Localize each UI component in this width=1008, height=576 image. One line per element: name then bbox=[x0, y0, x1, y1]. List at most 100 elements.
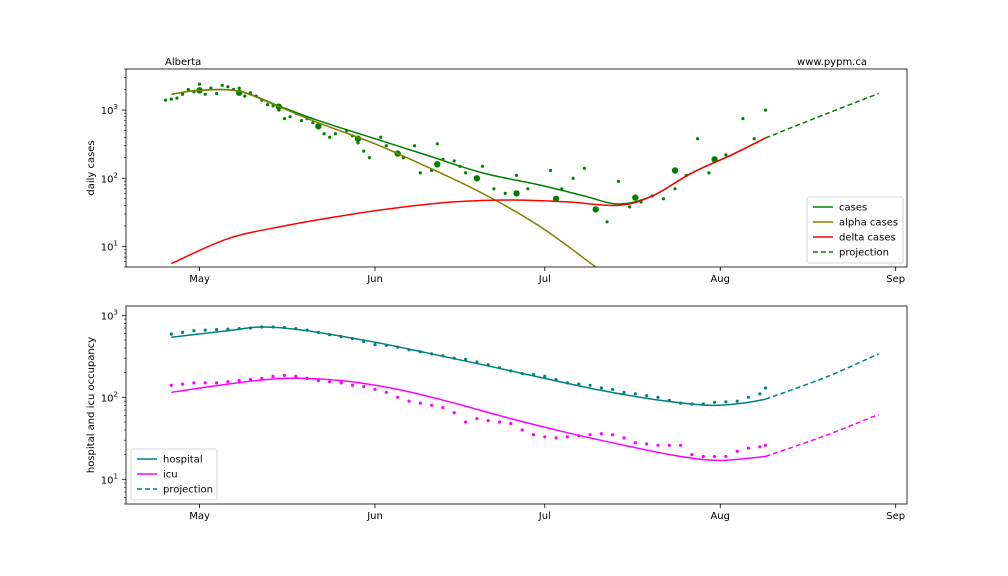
icu-point bbox=[690, 453, 694, 457]
icu-point bbox=[543, 435, 547, 439]
weekly-case-point bbox=[434, 161, 441, 168]
daily-case-point bbox=[384, 144, 388, 148]
legend-box bbox=[806, 196, 904, 264]
legend-label: delta cases bbox=[839, 233, 896, 244]
daily-case-point bbox=[605, 220, 609, 224]
icu-point bbox=[531, 433, 536, 437]
legend-label: projection bbox=[839, 248, 889, 259]
daily-case-point bbox=[282, 117, 287, 121]
daily-case-point bbox=[413, 144, 417, 148]
hospital-point bbox=[713, 400, 717, 404]
daily-case-point bbox=[203, 92, 207, 96]
x-tick-label: Jun bbox=[366, 274, 383, 285]
y-axis-label: daily cases bbox=[86, 140, 97, 195]
daily-case-point bbox=[265, 103, 270, 107]
icu-point bbox=[656, 443, 660, 447]
hospital-point bbox=[611, 387, 615, 391]
legend-label: alpha cases bbox=[839, 218, 898, 229]
series-line-projection bbox=[765, 353, 879, 400]
y-axis-label: hospital and icu occupancy bbox=[86, 337, 97, 473]
hospital-point bbox=[656, 395, 660, 399]
y-tick-label: 103 bbox=[101, 308, 118, 322]
daily-case-point bbox=[226, 85, 230, 89]
daily-case-point bbox=[379, 135, 383, 139]
daily-case-point bbox=[548, 168, 553, 173]
icu-point bbox=[441, 406, 445, 410]
weekly-case-point bbox=[513, 190, 520, 197]
daily-case-point bbox=[763, 108, 768, 112]
daily-case-point bbox=[628, 205, 632, 209]
icu-point bbox=[418, 401, 422, 405]
icu-point bbox=[464, 420, 468, 424]
y-tick-label: 103 bbox=[101, 103, 118, 117]
icu-point bbox=[554, 436, 558, 440]
daily-case-point bbox=[492, 187, 496, 191]
daily-case-point bbox=[696, 137, 700, 141]
hospital-point bbox=[746, 395, 751, 399]
icu-point bbox=[260, 376, 264, 380]
icu-point bbox=[599, 432, 604, 436]
icu-point bbox=[645, 442, 649, 446]
y-tick-label: 102 bbox=[101, 171, 118, 185]
icu-point bbox=[622, 436, 626, 440]
y-tick-label: 102 bbox=[101, 390, 118, 404]
daily-case-point bbox=[356, 141, 360, 145]
daily-case-point bbox=[526, 187, 530, 191]
daily-case-point bbox=[582, 166, 587, 170]
daily-case-point bbox=[186, 87, 190, 92]
hospital-point bbox=[215, 328, 219, 332]
x-tick-label: Sep bbox=[886, 511, 905, 522]
weekly-case-point bbox=[315, 123, 322, 130]
daily-case-point bbox=[616, 179, 621, 183]
weekly-case-point bbox=[711, 156, 718, 163]
x-tick-label: Aug bbox=[710, 511, 730, 522]
hospital-point bbox=[169, 332, 173, 336]
x-tick-label: Sep bbox=[886, 274, 905, 285]
legend: cases alpha cases delta cases projection bbox=[806, 196, 904, 264]
icu-point bbox=[701, 454, 705, 459]
x-tick-label: Jul bbox=[538, 511, 551, 522]
icu-point bbox=[192, 381, 196, 385]
series-line-hospital bbox=[171, 326, 766, 407]
hospital-point bbox=[577, 382, 581, 386]
hospital-point bbox=[633, 392, 637, 396]
icu-point bbox=[271, 374, 275, 378]
daily-case-point bbox=[435, 142, 439, 146]
hospital-point bbox=[373, 343, 377, 347]
icu-point bbox=[316, 379, 320, 383]
daily-case-point bbox=[181, 92, 185, 96]
daily-case-point bbox=[243, 94, 247, 98]
hospital-point bbox=[758, 392, 762, 396]
hospital-point bbox=[588, 383, 592, 387]
hospital-point bbox=[543, 374, 547, 378]
daily-case-point bbox=[418, 171, 422, 175]
icu-point bbox=[633, 441, 637, 445]
x-tick-label: May bbox=[189, 511, 210, 522]
daily-case-point bbox=[175, 96, 179, 100]
daily-case-point bbox=[209, 86, 213, 90]
icu-point bbox=[350, 383, 354, 387]
occupancy-panel: hospital and icu occupancy May Jun Jul Aug S… bbox=[86, 305, 908, 522]
weekly-case-point bbox=[671, 167, 679, 174]
hospital-point bbox=[724, 400, 728, 404]
daily-case-point bbox=[514, 173, 519, 177]
plot-frame bbox=[125, 305, 908, 505]
hospital-point bbox=[203, 328, 207, 332]
icu-point bbox=[215, 381, 219, 385]
icu-point bbox=[396, 395, 400, 399]
icu-point bbox=[724, 454, 728, 459]
weekly-case-point bbox=[632, 194, 639, 201]
icu-point bbox=[407, 399, 411, 403]
legend-box bbox=[130, 448, 218, 501]
daily-case-point bbox=[673, 187, 677, 191]
daily-case-point bbox=[752, 137, 756, 141]
x-tick-label: Jul bbox=[538, 274, 551, 285]
icu-point bbox=[713, 454, 717, 459]
icu-point bbox=[486, 419, 490, 423]
icu-point bbox=[248, 377, 253, 382]
daily-case-point bbox=[169, 97, 173, 101]
weekly-case-point bbox=[473, 175, 481, 182]
icu-point bbox=[362, 385, 366, 389]
y-tick-label: 101 bbox=[101, 472, 118, 486]
cases-panel: Alberta www.pypm.ca daily cases May Jun Ju… bbox=[86, 57, 908, 285]
